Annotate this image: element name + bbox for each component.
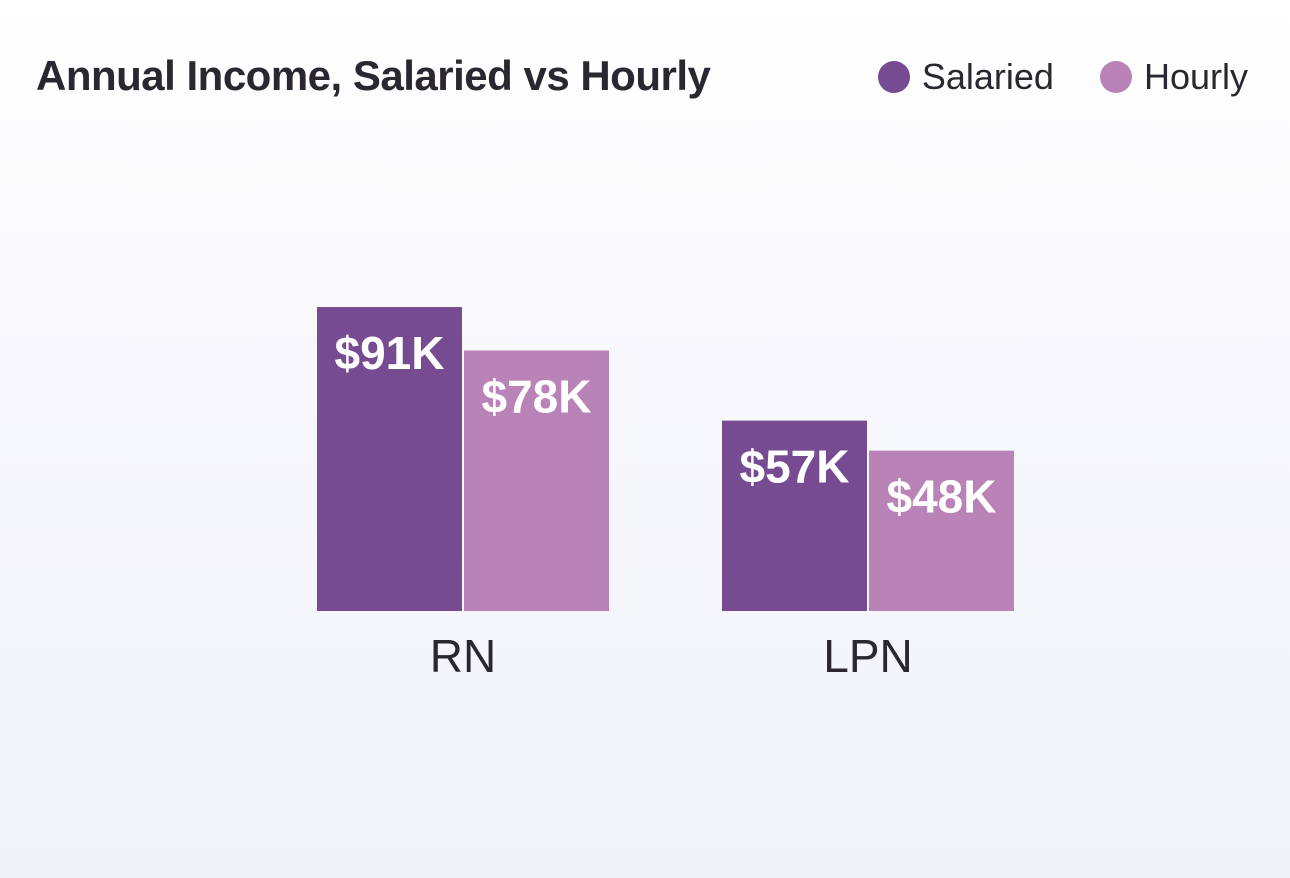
chart-title: Annual Income, Salaried vs Hourly <box>36 52 711 99</box>
bar-lpn-salaried <box>722 420 867 611</box>
category-label-rn: RN <box>430 630 496 682</box>
legend-swatch-salaried <box>877 61 910 93</box>
legend-label-salaried: Salaried <box>921 56 1054 97</box>
bar-rn-hourly <box>464 350 609 611</box>
legend: Salaried Hourly <box>877 56 1248 98</box>
legend-swatch-hourly <box>1099 61 1132 93</box>
legend-label-hourly: Hourly <box>1143 56 1248 97</box>
bar-value-label-lpn-hourly: $48K <box>887 471 997 523</box>
bar-value-label-rn-salaried: $91K <box>335 327 445 379</box>
legend-item-salaried: Salaried <box>877 56 1054 98</box>
legend-item-hourly: Hourly <box>1099 56 1248 98</box>
bar-lpn-hourly <box>869 450 1014 611</box>
bar-rn-salaried <box>317 307 462 611</box>
bar-value-label-lpn-salaried: $57K <box>740 441 850 493</box>
category-label-lpn: LPN <box>823 630 912 682</box>
bar-value-label-rn-hourly: $78K <box>482 370 592 422</box>
